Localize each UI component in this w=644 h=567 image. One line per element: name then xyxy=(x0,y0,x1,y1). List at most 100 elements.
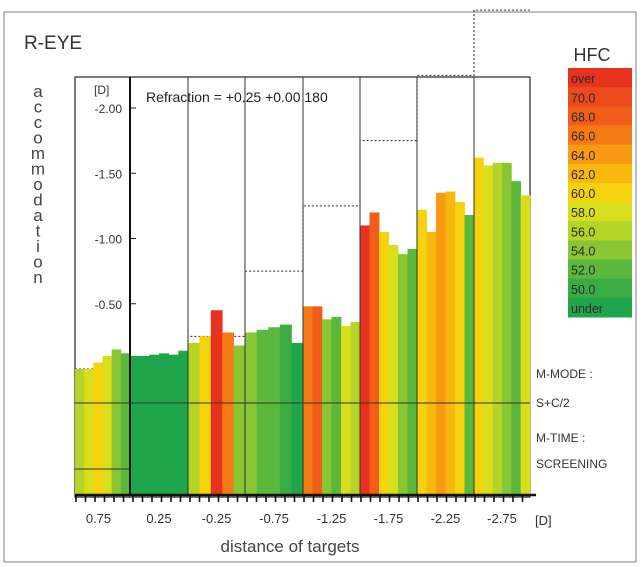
x-tick-label: -0.25 xyxy=(202,511,232,526)
x-unit-label: [D] xyxy=(535,513,552,528)
target-stimulus-lines xyxy=(75,9,530,370)
bar xyxy=(388,245,399,495)
x-tick-label: -0.75 xyxy=(259,511,289,526)
bar xyxy=(291,342,304,495)
y-axis-label-char: o xyxy=(33,253,42,272)
bar xyxy=(407,248,418,495)
y-axis-label-char: m xyxy=(31,160,45,179)
bar xyxy=(199,336,212,496)
legend-swatch xyxy=(568,297,632,318)
eye-label: R-EYE xyxy=(24,33,82,54)
mode-value: S+C/2 xyxy=(536,396,570,410)
legend-title: HFC xyxy=(574,45,611,65)
x-tick-label: 0.25 xyxy=(146,511,171,526)
time-value: SCREENING xyxy=(536,457,607,471)
bar xyxy=(245,332,257,495)
legend-label: 52.0 xyxy=(571,264,595,278)
bar xyxy=(398,254,408,495)
legend-label: 50.0 xyxy=(571,283,595,297)
y-axis-label-char: i xyxy=(36,237,40,256)
bar xyxy=(178,350,189,495)
bar xyxy=(322,319,332,495)
mode-label: M-MODE : xyxy=(536,367,593,381)
bar xyxy=(188,342,200,495)
bar xyxy=(102,355,113,495)
bar xyxy=(360,225,370,495)
x-axis-label: distance of targets xyxy=(221,537,360,556)
bar xyxy=(268,327,281,495)
bar xyxy=(130,355,141,495)
legend-label: 54.0 xyxy=(571,245,595,259)
legend-swatch xyxy=(568,163,632,184)
bar xyxy=(222,332,234,495)
legend-swatch xyxy=(568,221,632,241)
legend-swatch xyxy=(568,106,632,126)
legend-label: 66.0 xyxy=(571,130,595,144)
legend-label: 68.0 xyxy=(571,110,595,124)
legend-label: over xyxy=(571,72,595,86)
y-axis-label-char: o xyxy=(33,175,42,194)
bar xyxy=(341,325,351,495)
time-label: M-TIME : xyxy=(536,431,585,445)
bar xyxy=(520,195,531,495)
bar xyxy=(474,157,484,495)
y-axis-label-char: o xyxy=(33,129,42,148)
bar xyxy=(492,162,503,495)
legend-swatch xyxy=(568,68,632,88)
bar xyxy=(168,354,179,495)
bar xyxy=(93,362,103,495)
x-axis: 0.75 0.25 -0.25 -0.75 -1.25 -1.75 -2.25 -2.75 xyxy=(75,493,536,526)
legend-swatch xyxy=(568,278,632,299)
bar xyxy=(379,231,389,495)
x-tick-label: 0.75 xyxy=(86,511,111,526)
bar xyxy=(279,324,292,495)
x-tick-label: -2.75 xyxy=(487,511,517,526)
y-axis-label-char: t xyxy=(36,222,41,241)
y-axis-label-char: c xyxy=(34,98,43,117)
legend-swatch xyxy=(568,202,632,222)
y-axis-label-char: d xyxy=(33,191,42,210)
bar-layer xyxy=(75,157,531,496)
bar xyxy=(483,165,494,496)
bar xyxy=(111,349,122,495)
y-tick-label: -1.00 xyxy=(95,233,123,247)
bar xyxy=(455,201,465,495)
y-unit-label: [D] xyxy=(94,83,109,97)
bar xyxy=(369,212,380,495)
legend-label: 62.0 xyxy=(571,168,595,182)
legend-swatch xyxy=(568,259,632,280)
legend-label: 60.0 xyxy=(571,187,595,201)
bar xyxy=(436,192,446,495)
bar xyxy=(350,322,361,495)
grid-lines xyxy=(75,77,530,495)
legend-swatch xyxy=(568,144,632,165)
y-axis-label-char: n xyxy=(33,268,42,287)
bar xyxy=(159,353,170,495)
target-stimulus-line xyxy=(75,9,530,370)
y-axis-label-char: m xyxy=(31,144,45,163)
bar xyxy=(445,191,456,495)
legend-label: 70.0 xyxy=(571,91,595,105)
bar xyxy=(139,355,150,495)
refraction-text: Refraction = +0.25 +0.00 180 xyxy=(146,89,328,105)
bar xyxy=(149,354,160,495)
y-axis-label-char: a xyxy=(33,206,43,225)
x-tick-label: -2.25 xyxy=(431,511,461,526)
legend-label: 64.0 xyxy=(571,149,595,163)
legend-swatch xyxy=(568,240,632,261)
legend-label: under xyxy=(571,302,603,316)
legend-label: 56.0 xyxy=(571,225,595,239)
bar xyxy=(303,306,313,495)
legend-label: 58.0 xyxy=(571,206,595,220)
x-tick-label: -1.75 xyxy=(374,511,404,526)
legend-swatch xyxy=(568,125,632,146)
legend-swatch xyxy=(568,182,632,203)
x-tick-label: -1.25 xyxy=(317,511,347,526)
legend-swatch xyxy=(568,87,632,107)
y-tick-label: -1.50 xyxy=(95,167,123,181)
y-axis-label-char: c xyxy=(34,113,43,132)
bar xyxy=(233,345,246,495)
bar xyxy=(75,369,85,495)
